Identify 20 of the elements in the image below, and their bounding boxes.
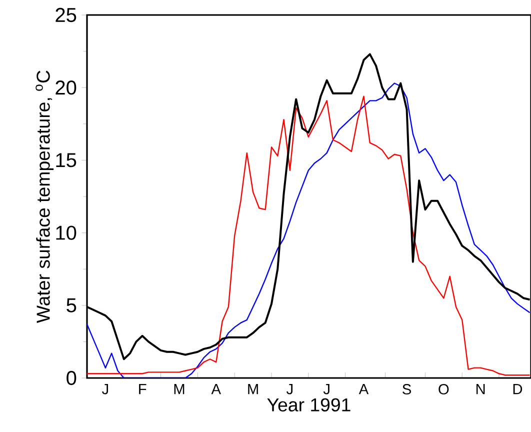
y-tick-label: 10 (56, 226, 76, 240)
y-tick-label: 20 (56, 80, 76, 95)
y-tick-label: 5 (66, 298, 76, 312)
x-tick-label: A (358, 384, 369, 394)
x-tick-label: M (248, 384, 258, 394)
x-tick-label: J (286, 384, 293, 394)
x-tick-label: D (513, 384, 522, 394)
y-axis-title: Water surface temperature, $^{o}$C (36, 70, 54, 323)
x-tick-label: N (476, 384, 485, 394)
x-tick-label: O (438, 384, 449, 394)
x-tick-label: F (139, 384, 146, 394)
x-tick-label: A (211, 384, 221, 394)
x-tick-label: J (102, 384, 108, 394)
x-tick-label: S (402, 384, 411, 394)
x-tick-label: J (323, 384, 330, 394)
y-tick-label: 15 (56, 153, 76, 168)
y-tick-label: 25 (56, 8, 76, 22)
x-axis-title: Year 1991 (267, 398, 350, 412)
y-tick-label: 0 (66, 370, 76, 386)
x-tick-label: M (174, 384, 184, 394)
